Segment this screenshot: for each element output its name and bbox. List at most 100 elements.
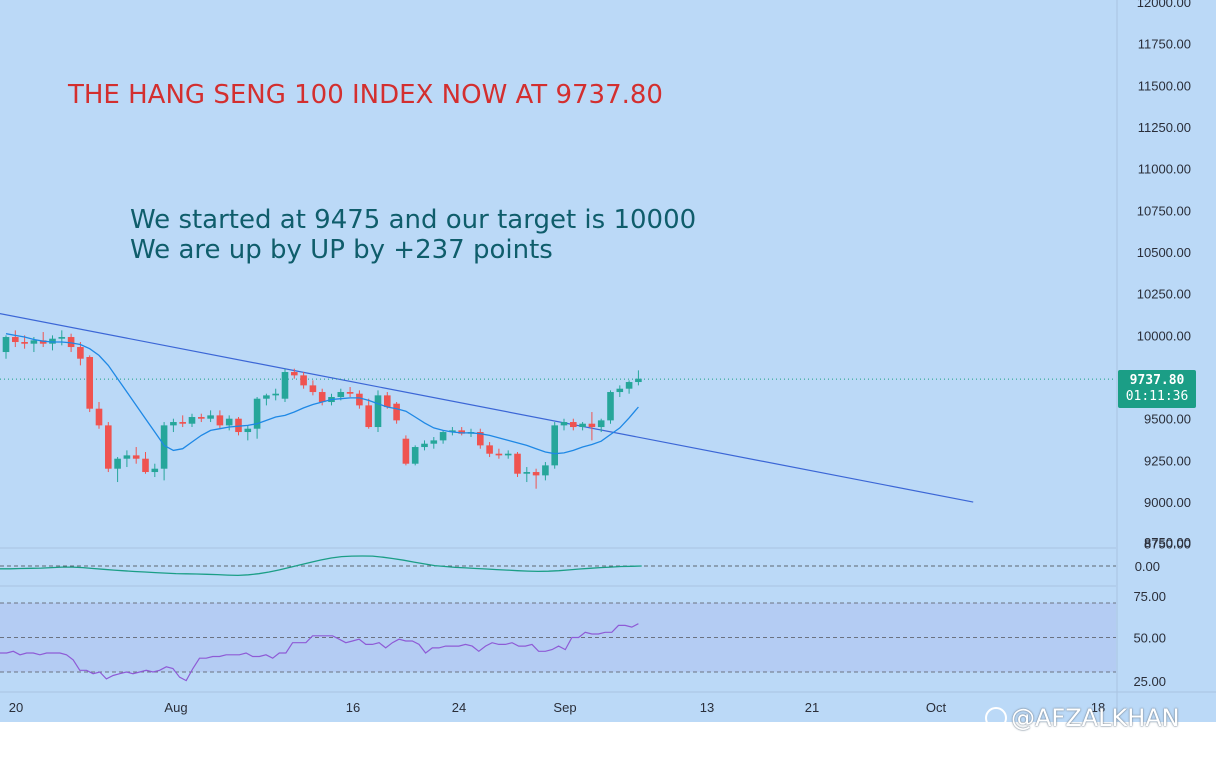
candle-body — [551, 425, 558, 466]
candle-body — [477, 432, 484, 446]
weibo-icon — [985, 707, 1007, 729]
x-tick-label: 16 — [346, 700, 360, 715]
candle-body — [132, 455, 140, 459]
candle-body — [151, 468, 159, 473]
candle-body — [142, 458, 149, 473]
y-tick-label: 11000.00 — [1138, 162, 1191, 177]
rsi-tick-label: 25.00 — [1133, 674, 1166, 689]
last-price-label: 9737.80 — [1129, 373, 1185, 388]
moving-average-line — [5, 333, 639, 455]
candle-body — [588, 423, 596, 428]
annotation-title: THE HANG SENG 100 INDEX NOW AT 9737.80 — [68, 80, 663, 110]
candle-body — [95, 408, 103, 426]
y-tick-label: 10000.00 — [1137, 328, 1191, 343]
candle-body — [486, 445, 493, 454]
oscillator-zero-label: 0.00 — [1135, 559, 1160, 574]
y-tick-label: 10750.00 — [1137, 203, 1191, 218]
candle-body — [374, 395, 382, 428]
candle-body — [207, 415, 214, 419]
candle-body — [495, 453, 503, 456]
y-tick-label: 11500.00 — [1138, 78, 1191, 93]
x-tick-label: 13 — [700, 700, 714, 715]
x-tick-label: 18 — [1091, 700, 1105, 715]
candle-body — [514, 453, 521, 474]
candle-body — [114, 458, 121, 469]
candle-body — [86, 357, 93, 409]
y-tick-label: 10500.00 — [1137, 245, 1191, 260]
y-tick-label: 9000.00 — [1144, 495, 1191, 510]
candle-body — [58, 337, 66, 339]
candle-body — [337, 392, 345, 398]
watermark-text: @AFZALKHAN — [1011, 704, 1180, 732]
candle-body — [49, 338, 56, 344]
candle-body — [216, 415, 224, 426]
x-tick-label: 24 — [452, 700, 466, 715]
candle-body — [439, 432, 447, 441]
candle-body — [504, 453, 512, 456]
y-tick-label: 9500.00 — [1144, 412, 1191, 427]
candle-body — [39, 340, 47, 344]
x-tick-label: Aug — [164, 700, 187, 715]
x-tick-label: Oct — [926, 700, 947, 715]
oscillator-line — [0, 555, 642, 577]
watermark: @AFZALKHAN — [985, 704, 1180, 732]
candle-body — [597, 420, 605, 428]
candle-body — [411, 447, 419, 464]
x-tick-label: 21 — [805, 700, 819, 715]
trendline — [0, 312, 974, 503]
rsi-line — [0, 623, 639, 682]
candle-body — [384, 395, 391, 408]
candle-body — [179, 422, 186, 424]
candle-body — [225, 418, 233, 426]
candle-body — [309, 385, 317, 393]
candle-body — [421, 443, 428, 448]
candle-body — [570, 422, 577, 428]
candle-body — [616, 388, 624, 393]
chart-panel[interactable]: 12000.00 11750.00 11500.00 11250.00 11000.00… — [0, 0, 1216, 722]
y-tick-label: 12000.00 — [1137, 0, 1191, 10]
candle-body — [542, 465, 549, 476]
y-tick-label: 8750.00 — [1144, 537, 1191, 552]
candle-body — [430, 440, 438, 444]
last-price-tag: 9737.80 01:11:36 — [1118, 370, 1196, 408]
y-tick-label: 11750.00 — [1138, 37, 1191, 52]
candle-body — [356, 393, 363, 406]
candle-body — [523, 472, 531, 474]
candle-body — [123, 455, 131, 459]
candle-body — [532, 472, 540, 476]
candle-body — [625, 382, 633, 389]
candle-body — [244, 428, 252, 433]
x-tick-label: 20 — [9, 700, 23, 715]
candle-body — [21, 342, 28, 344]
rsi-tick-label: 75.00 — [1133, 589, 1166, 604]
candle-body — [77, 347, 84, 359]
candle-body — [188, 417, 196, 424]
candle-body — [318, 392, 326, 403]
candle-body — [393, 403, 400, 421]
rsi-tick-label: 50.00 — [1133, 631, 1166, 646]
candle-body — [346, 392, 354, 394]
candle-body — [170, 422, 177, 426]
candle-body — [449, 430, 456, 433]
candle-body — [402, 438, 410, 464]
y-tick-label: 9250.00 — [1144, 453, 1191, 468]
candle-body — [67, 337, 75, 348]
candle-body — [635, 378, 642, 383]
candle-body — [253, 398, 261, 429]
candle-body — [291, 372, 298, 376]
candle-body — [458, 430, 465, 434]
candle-body — [300, 375, 307, 386]
annotation-line-1: We started at 9475 and our target is 100… — [130, 205, 697, 235]
y-tick-label: 10250.00 — [1137, 287, 1191, 302]
candle-body — [2, 337, 10, 353]
candle-body — [12, 337, 19, 343]
chart-svg[interactable]: 12000.00 11750.00 11500.00 11250.00 11000.00… — [0, 0, 1216, 722]
candle-body — [235, 418, 242, 433]
candle-body — [198, 417, 205, 419]
x-tick-label: Sep — [553, 700, 576, 715]
candle-body — [560, 422, 568, 426]
candle-body — [579, 423, 586, 428]
candle-body — [272, 393, 279, 396]
candle-body — [160, 425, 168, 469]
candle-body — [105, 425, 112, 469]
